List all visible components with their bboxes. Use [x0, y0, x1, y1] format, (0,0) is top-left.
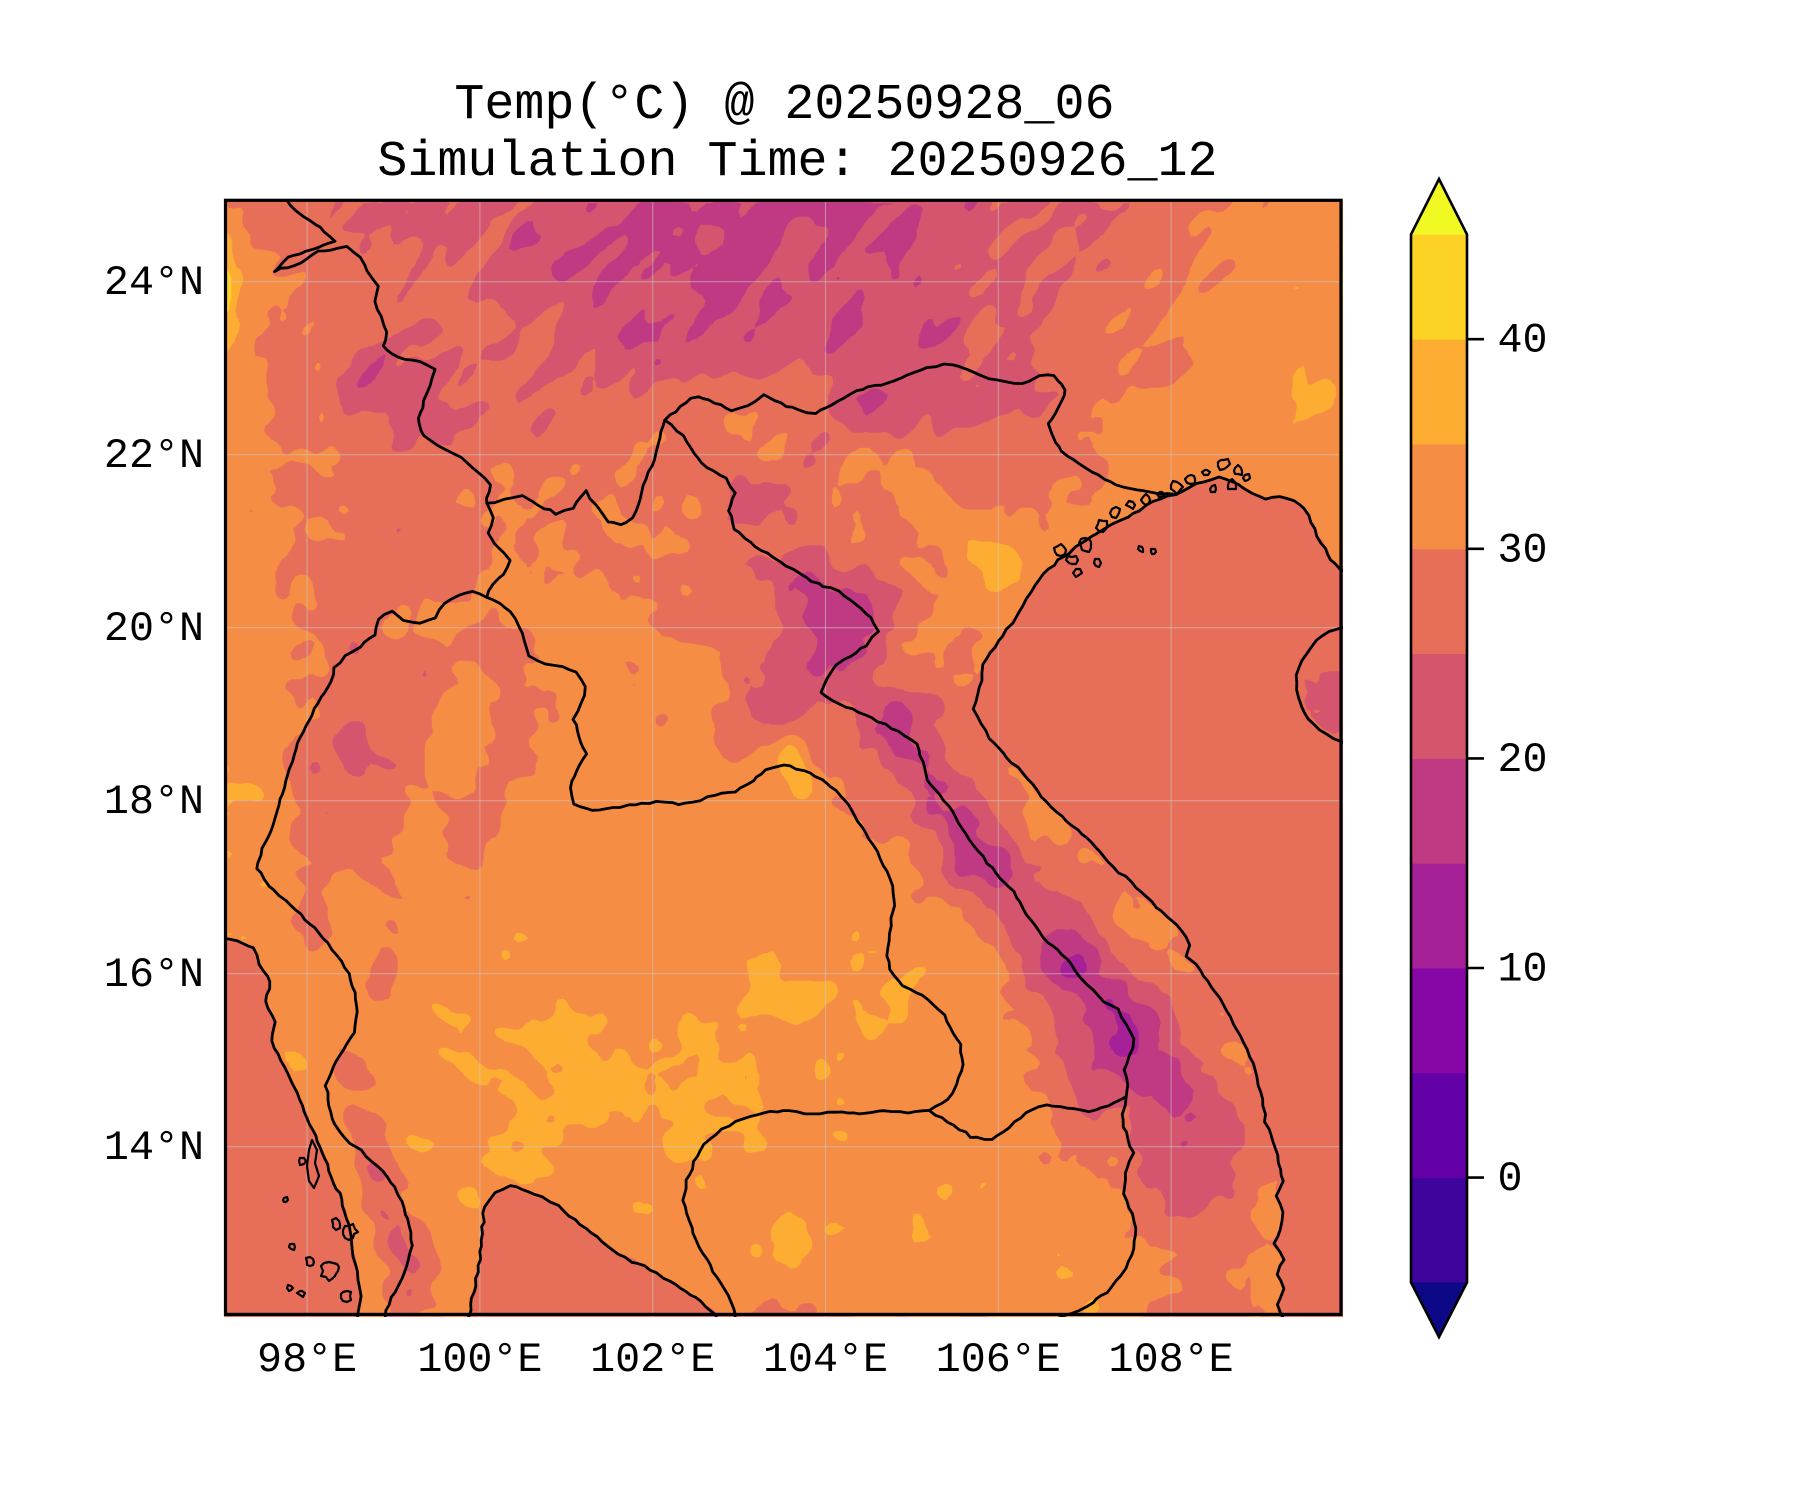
svg-text:14°N: 14°N: [104, 1124, 204, 1172]
svg-text:104°E: 104°E: [763, 1336, 888, 1384]
svg-text:106°E: 106°E: [936, 1336, 1061, 1384]
svg-text:16°N: 16°N: [104, 951, 204, 999]
svg-text:10: 10: [1498, 946, 1548, 994]
svg-text:108°E: 108°E: [1109, 1336, 1234, 1384]
svg-text:98°E: 98°E: [257, 1336, 357, 1384]
svg-text:20: 20: [1498, 736, 1548, 784]
svg-text:20°N: 20°N: [104, 605, 204, 653]
svg-text:Simulation Time: 20250926_12: Simulation Time: 20250926_12: [377, 134, 1217, 191]
svg-text:30: 30: [1498, 526, 1548, 574]
svg-text:18°N: 18°N: [104, 778, 204, 826]
svg-text:102°E: 102°E: [590, 1336, 715, 1384]
svg-text:24°N: 24°N: [104, 259, 204, 307]
svg-text:100°E: 100°E: [417, 1336, 542, 1384]
svg-text:22°N: 22°N: [104, 432, 204, 480]
svg-text:40: 40: [1498, 317, 1548, 365]
svg-text:Temp(°C) @ 20250928_06: Temp(°C) @ 20250928_06: [454, 77, 1114, 134]
svg-text:0: 0: [1498, 1155, 1523, 1203]
